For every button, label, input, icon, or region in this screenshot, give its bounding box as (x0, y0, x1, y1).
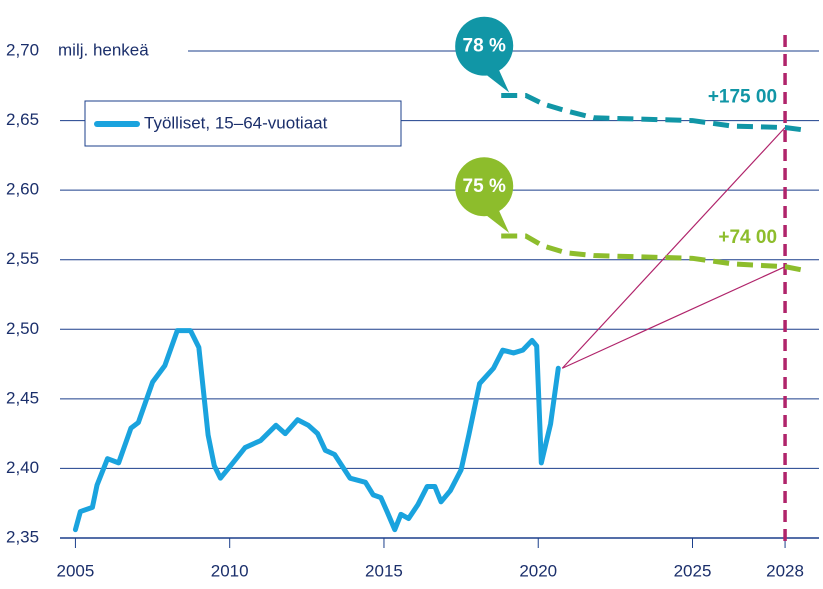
legend-label: Työlliset, 15–64-vuotiaat (144, 113, 328, 132)
share-bubble (455, 157, 514, 234)
y-tick-label: 2,40 (6, 458, 39, 477)
y-tick-label: 2,70 (6, 40, 39, 59)
y-tick-label: 2,55 (6, 249, 39, 268)
series-line (72, 328, 561, 533)
legend: Työlliset, 15–64-vuotiaat (84, 100, 402, 147)
label-backdrop (52, 39, 188, 63)
y-tick-label: 2,35 (6, 527, 39, 546)
y-axis-label: milj. henkeä (58, 40, 149, 59)
x-tick-label: 2015 (365, 561, 403, 580)
y-tick-label: 2,50 (6, 319, 39, 338)
change-label: +74 00 (718, 227, 777, 248)
x-tick-label: 2025 (674, 561, 712, 580)
x-tick-label: 2020 (519, 561, 557, 580)
projection-line (501, 93, 807, 133)
x-tick-label: 2028 (766, 561, 804, 580)
projection-line (501, 233, 808, 274)
share-bubble (455, 16, 514, 93)
x-tick-label: 2010 (211, 561, 249, 580)
share-label: 78 % (463, 36, 506, 57)
y-tick-label: 2,60 (6, 180, 39, 199)
connector (561, 127, 786, 369)
change-label: +175 00 (708, 86, 777, 107)
share-label: 75 % (463, 176, 506, 197)
x-tick-label: 2005 (57, 561, 95, 580)
y-tick-label: 2,65 (6, 110, 39, 129)
connector (562, 266, 786, 369)
y-tick-label: 2,45 (6, 388, 39, 407)
